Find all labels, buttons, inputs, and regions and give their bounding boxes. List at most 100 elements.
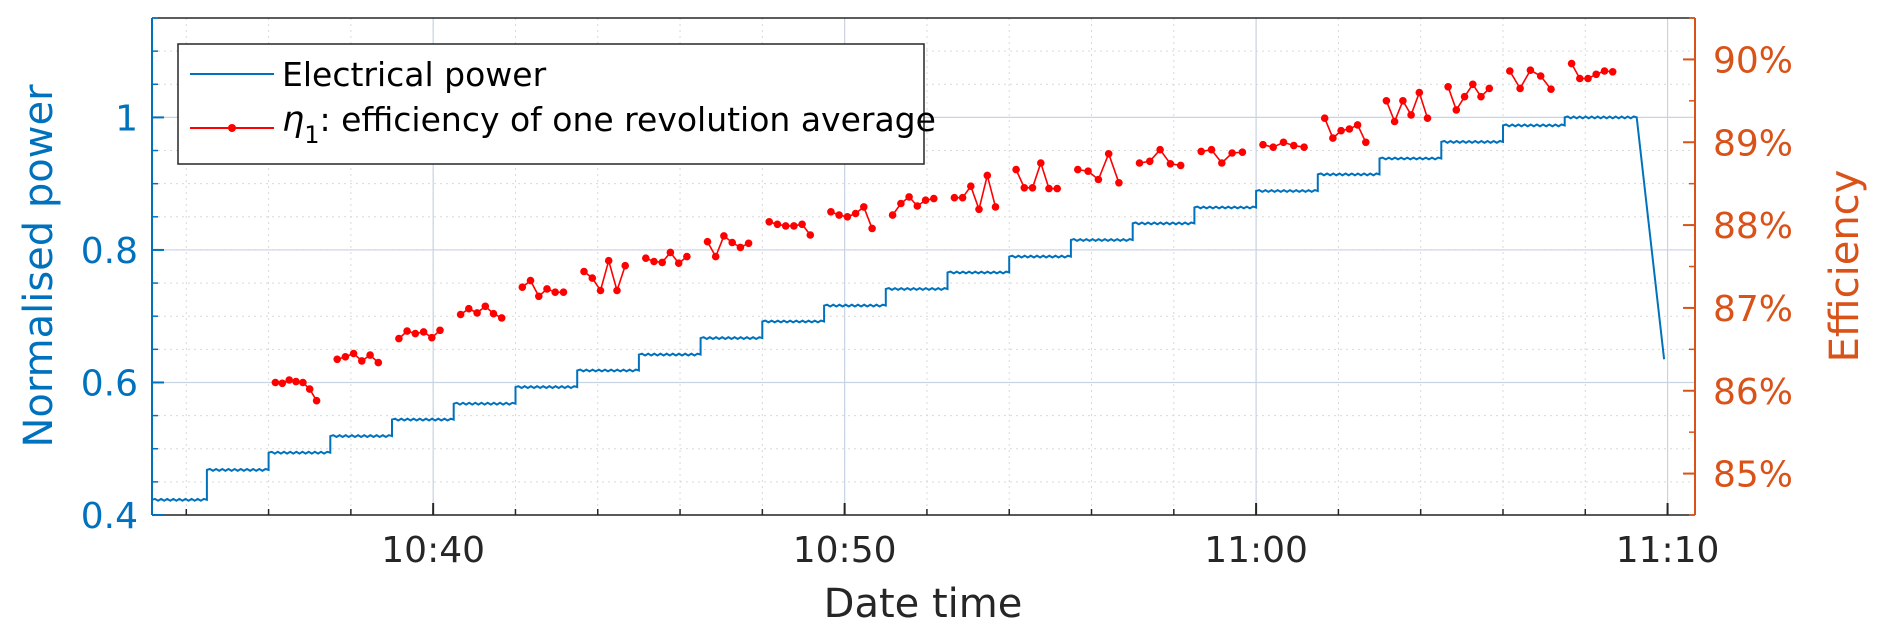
efficiency-point: [1415, 88, 1424, 97]
efficiency-point: [1012, 165, 1020, 174]
right-tick-label: 85%: [1713, 455, 1793, 496]
efficiency-point: [642, 254, 650, 262]
efficiency-point: [395, 334, 403, 343]
efficiency-point: [518, 283, 527, 292]
efficiency-point: [930, 194, 938, 203]
efficiency-point: [292, 377, 300, 386]
series-layer: [151, 59, 1666, 502]
efficiency-point: [341, 353, 350, 361]
efficiency-point: [1477, 92, 1485, 101]
legend: Electrical power η1: efficiency of one r…: [177, 43, 936, 165]
efficiency-point: [428, 333, 436, 342]
efficiency-point: [1279, 138, 1288, 147]
efficiency-point: [950, 193, 959, 202]
left-tick-label: 1: [115, 98, 138, 139]
efficiency-point: [835, 211, 843, 219]
efficiency-point: [1485, 84, 1494, 93]
efficiency-point: [983, 171, 992, 180]
legend-eta-symbol: η: [282, 100, 304, 140]
efficiency-point: [604, 256, 613, 265]
efficiency-point: [1207, 145, 1216, 154]
efficiency-point: [299, 378, 307, 387]
efficiency-point: [1353, 121, 1362, 129]
efficiency-point: [551, 288, 559, 297]
efficiency-point: [588, 274, 597, 282]
efficiency-point: [1084, 167, 1092, 175]
efficiency-point: [720, 232, 728, 240]
right-tick-label: 88%: [1713, 206, 1793, 247]
efficiency-point: [366, 351, 374, 359]
right-tick-label: 90%: [1713, 40, 1793, 81]
efficiency-point: [1115, 179, 1123, 187]
x-tick-label: 11:10: [1616, 530, 1720, 571]
efficiency-point: [1382, 97, 1391, 105]
efficiency-point: [1259, 140, 1267, 149]
efficiency-point: [958, 193, 967, 202]
efficiency-point: [1166, 160, 1175, 168]
efficiency-point: [1460, 92, 1469, 101]
efficiency-point: [1337, 126, 1345, 135]
efficiency-point: [913, 202, 922, 210]
efficiency-point: [1516, 84, 1524, 93]
efficiency-point: [312, 396, 321, 405]
efficiency-point: [1074, 165, 1082, 174]
right-axis-label: Efficiency: [1822, 170, 1868, 363]
efficiency-point: [358, 357, 366, 365]
efficiency-point: [975, 205, 983, 214]
efficiency-point: [1238, 148, 1247, 156]
efficiency-point: [1094, 175, 1103, 184]
x-tick-label: 10:40: [381, 530, 485, 571]
efficiency-point: [1045, 184, 1053, 193]
efficiency-point: [703, 237, 712, 246]
efficiency-point: [1218, 159, 1226, 167]
efficiency-point: [1469, 80, 1477, 89]
efficiency-point: [1526, 66, 1535, 74]
efficiency-point: [851, 209, 860, 218]
efficiency-point: [403, 327, 411, 335]
efficiency-point: [1028, 184, 1037, 192]
efficiency-point: [596, 286, 605, 295]
efficiency-point: [765, 218, 773, 226]
efficiency-point: [1228, 149, 1236, 157]
x-axis-label: Date time: [824, 581, 1023, 627]
efficiency-point: [921, 196, 930, 204]
efficiency-point: [666, 248, 675, 257]
power-series-line: [151, 115, 1666, 502]
efficiency-point: [526, 276, 535, 285]
efficiency-point: [827, 208, 835, 216]
efficiency-point: [559, 288, 568, 297]
efficiency-point: [419, 328, 428, 336]
efficiency-point: [1592, 70, 1600, 79]
efficiency-point: [1290, 141, 1298, 150]
efficiency-point: [535, 292, 543, 301]
efficiency-point: [798, 220, 806, 229]
efficiency-point: [473, 309, 481, 317]
efficiency-point: [1020, 184, 1029, 192]
legend-power-label: Electrical power: [282, 55, 547, 94]
efficiency-point: [1053, 184, 1061, 193]
efficiency-point: [674, 259, 683, 268]
efficiency-point: [1506, 67, 1514, 75]
efficiency-point: [1452, 106, 1461, 114]
efficiency-point: [1362, 138, 1370, 147]
left-tick-label: 0.4: [81, 496, 138, 537]
right-tick-label: 89%: [1713, 123, 1793, 164]
legend-box: [177, 43, 925, 165]
efficiency-point: [1567, 59, 1576, 68]
efficiency-point: [489, 309, 498, 318]
efficiency-point: [580, 267, 588, 276]
efficiency-point: [1547, 85, 1555, 93]
efficiency-point: [436, 326, 444, 335]
efficiency-point: [305, 385, 314, 393]
efficiency-point: [744, 239, 753, 248]
efficiency-point: [497, 314, 506, 322]
efficiency-point: [1584, 74, 1592, 83]
efficiency-point: [411, 329, 420, 338]
efficiency-point: [736, 243, 745, 252]
efficiency-point: [1444, 83, 1452, 91]
efficiency-point: [333, 355, 342, 364]
x-tick-label: 11:00: [1204, 530, 1308, 571]
efficiency-point: [1407, 111, 1415, 119]
